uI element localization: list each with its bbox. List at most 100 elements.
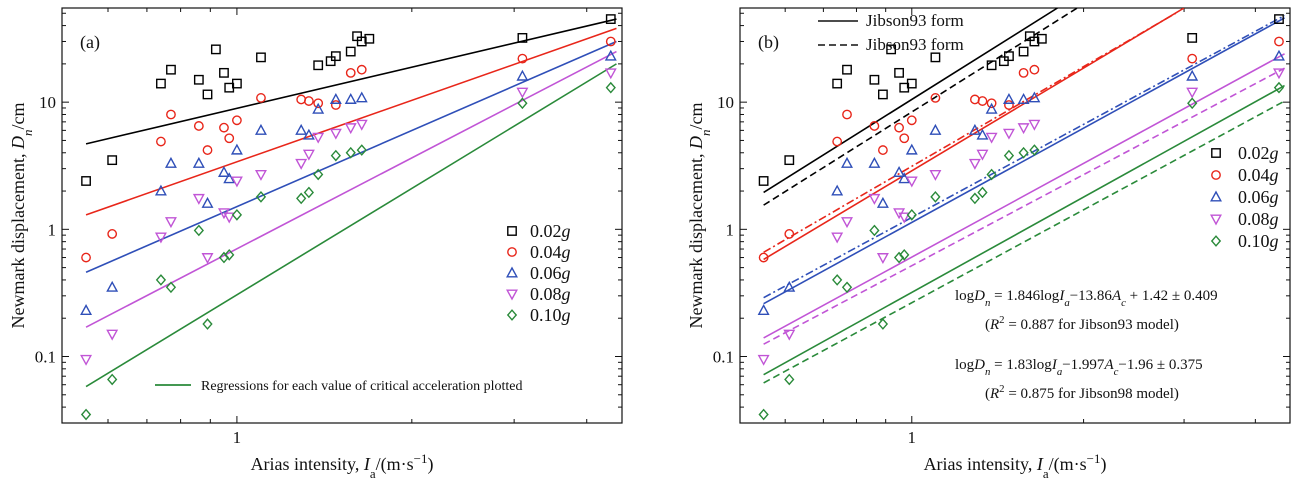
data-point — [1017, 92, 1030, 104]
data-point — [1029, 64, 1040, 75]
data-point — [1036, 33, 1047, 44]
data-point — [869, 121, 880, 131]
panel-a: 0.1 1 10 1 Arias intensity, Ia/(m·s−1) Newmar… — [8, 7, 623, 478]
series-0.04g — [81, 36, 616, 263]
data-point — [868, 193, 881, 205]
data-point — [1274, 14, 1284, 24]
y-tick-label: 0.1 — [713, 348, 734, 367]
y-axis-label: Newmark displacement, Dn/cm — [8, 103, 35, 329]
data-point — [356, 144, 367, 156]
data-point — [224, 248, 235, 261]
data-point — [605, 14, 616, 24]
regression-line-0.08g — [85, 50, 617, 328]
data-point — [295, 158, 308, 170]
data-point — [202, 89, 213, 100]
regression-lines — [85, 18, 617, 388]
regression-line-0.04g-dashdot — [763, 12, 1177, 253]
regression-line-0.02g-solid — [763, 8, 1058, 194]
data-point — [976, 149, 989, 161]
data-point — [930, 93, 941, 103]
data-point — [869, 74, 880, 85]
data-point — [312, 102, 325, 114]
data-point — [296, 94, 307, 105]
regression-line-0.10g-solid — [763, 84, 1285, 376]
data-point — [605, 81, 616, 94]
legend-label: 0.10g — [1238, 231, 1279, 251]
data-point — [345, 67, 356, 78]
data-point — [81, 176, 91, 186]
data-point — [1018, 46, 1029, 57]
data-point — [876, 253, 889, 265]
data-point — [898, 172, 911, 184]
data-point — [1018, 67, 1029, 78]
data-point — [1273, 49, 1285, 61]
data-point — [894, 122, 904, 133]
series-0.08g — [80, 68, 617, 366]
data-point — [842, 64, 852, 75]
data-point — [231, 208, 243, 221]
y-tick-label: 1 — [726, 220, 735, 239]
data-point — [969, 192, 981, 205]
data-point — [604, 68, 617, 80]
series-0.02g — [81, 14, 616, 186]
legend-label: 0.10g — [530, 305, 571, 325]
legend-label: 0.04g — [1238, 165, 1279, 185]
data-point — [1187, 53, 1198, 64]
data-point — [312, 132, 325, 144]
data-point — [1003, 149, 1015, 162]
data-point — [977, 96, 988, 106]
annotation-jibson93-r2: (R2 = 0.887 for Jibson93 model) — [985, 314, 1179, 333]
series-0.02g — [758, 14, 1284, 186]
regression-line-0.06g-solid — [763, 17, 1285, 305]
data-point — [107, 373, 118, 386]
regression-line-0.06g-dashdot — [763, 14, 1285, 299]
data-point — [878, 89, 888, 100]
data-point — [784, 155, 795, 166]
data-point — [517, 97, 528, 110]
legend-label: 0.08g — [530, 284, 571, 304]
data-point — [1002, 92, 1015, 104]
data-point — [905, 176, 918, 188]
series-0.10g — [758, 81, 1285, 421]
data-point — [303, 96, 314, 106]
series-0.06g — [757, 49, 1285, 316]
regression-line-0.10g — [85, 63, 617, 388]
data-point — [877, 318, 889, 330]
data-point — [1274, 36, 1284, 47]
data-point — [193, 74, 204, 85]
data-point — [841, 281, 853, 294]
data-point — [329, 128, 342, 140]
data-point — [193, 224, 204, 237]
x-tick-label: 1 — [233, 428, 242, 447]
data-point — [330, 149, 341, 162]
legend-marker — [1210, 214, 1222, 226]
regression-line-0.02g — [85, 18, 617, 145]
data-point — [976, 128, 989, 140]
data-point — [156, 78, 166, 89]
data-point — [758, 252, 769, 263]
data-point — [869, 224, 880, 237]
data-point — [154, 232, 167, 244]
data-point — [232, 78, 242, 89]
annotation-jibson93: logDn = 1.846logIa−13.86Ac + 1.42 ± 0.40… — [955, 288, 1218, 309]
data-point — [192, 193, 205, 205]
data-point — [256, 52, 266, 63]
data-point — [224, 133, 235, 144]
data-point — [832, 274, 843, 286]
data-point — [232, 115, 242, 126]
data-point — [832, 136, 843, 147]
legend-marker — [1211, 148, 1221, 158]
data-point — [352, 31, 362, 42]
data-point — [985, 132, 998, 144]
data-point — [876, 196, 889, 208]
annotation-jibson98-r2: (R2 = 0.875 for Jibson98 model) — [985, 383, 1179, 402]
plot-frame — [739, 7, 1291, 424]
data-point — [255, 191, 267, 203]
series-0.04g — [758, 36, 1284, 263]
data-point — [201, 253, 214, 265]
data-point — [758, 408, 769, 421]
data-point — [1187, 97, 1198, 110]
data-point — [929, 169, 942, 181]
data-point — [164, 156, 177, 168]
